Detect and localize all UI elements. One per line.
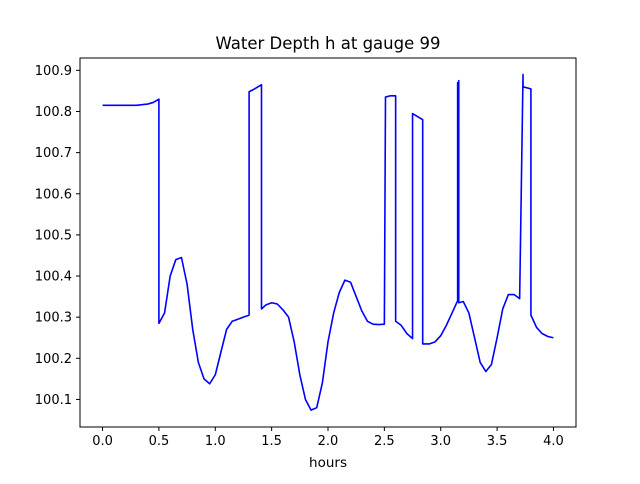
y-tick-label: 100.8	[35, 105, 72, 120]
y-tick-label: 100.5	[35, 228, 72, 243]
y-tick-label: 100.1	[35, 393, 72, 408]
x-tick-label: 2.0	[318, 434, 339, 449]
plot-area	[102, 73, 554, 411]
y-tick-label: 100.2	[35, 352, 72, 367]
y-tick-label: 100.9	[35, 64, 72, 79]
x-tick-label: 1.0	[205, 434, 226, 449]
x-axis: 0.0 0.5 1.0 1.5 2.0 2.5 3.0 3.5 4.0	[92, 427, 564, 449]
x-tick-label: 1.5	[261, 434, 282, 449]
y-tick-label: 100.4	[35, 270, 72, 285]
x-tick-label: 3.0	[430, 434, 451, 449]
x-tick-label: 0.0	[92, 434, 113, 449]
y-tick-label: 100.7	[35, 146, 72, 161]
chart-title: Water Depth h at gauge 99	[216, 34, 441, 53]
x-tick-label: 4.0	[543, 434, 564, 449]
x-tick-label: 3.5	[487, 434, 508, 449]
y-tick-label: 100.6	[35, 187, 72, 202]
y-tick-label: 100.3	[35, 311, 72, 326]
x-tick-label: 2.5	[374, 434, 395, 449]
x-axis-label: hours	[309, 455, 347, 471]
x-tick-label: 0.5	[149, 434, 170, 449]
series-line-1	[102, 73, 554, 411]
y-axis: 100.1 100.2 100.3 100.4 100.5 100.6 100.7 100.8…	[35, 64, 80, 408]
